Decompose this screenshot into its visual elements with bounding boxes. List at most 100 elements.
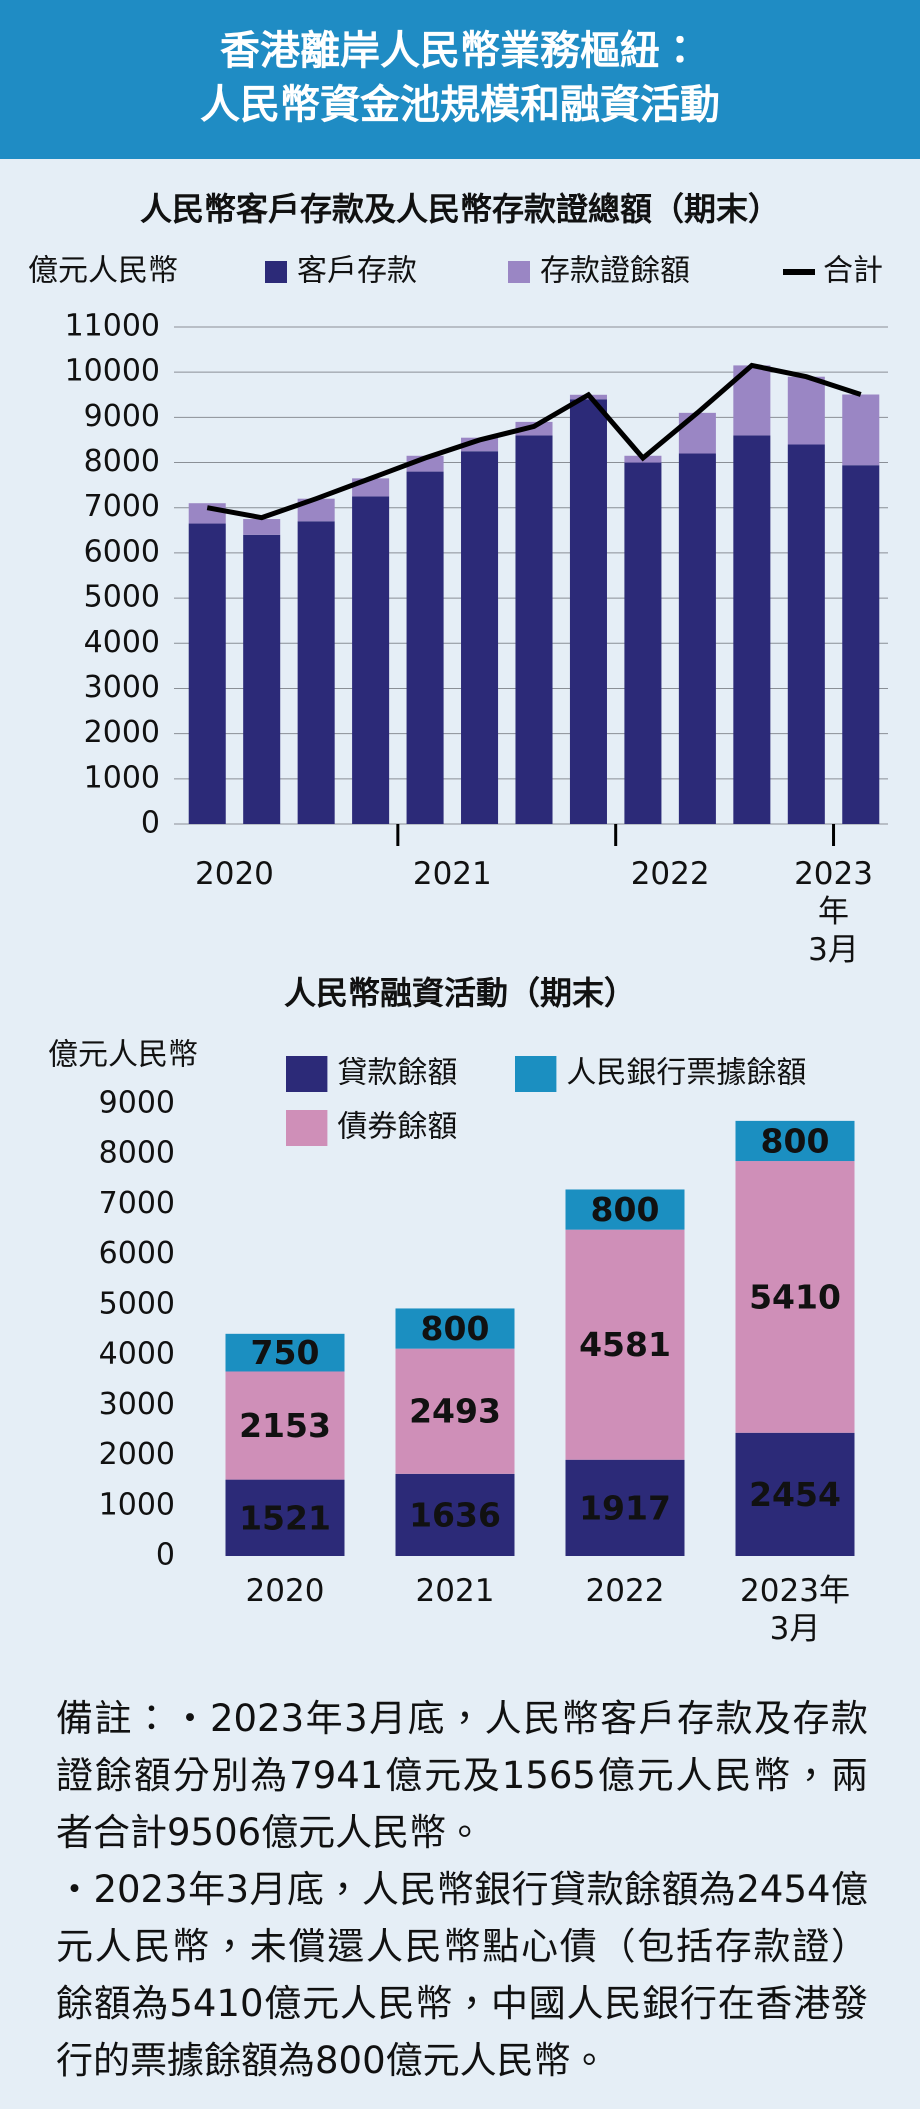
data-label: 4581 (579, 1325, 671, 1364)
data-label: 1521 (239, 1498, 331, 1537)
x-tick-label: 2021 (415, 1573, 495, 1609)
bar-segment (395, 1473, 515, 1556)
chart-title: 人民幣融資活動（期末） (284, 974, 636, 1012)
y-tick-label: 2000 (84, 715, 160, 750)
legend-swatch (286, 1110, 328, 1146)
y-tick-label: 6000 (99, 1236, 175, 1271)
x-tick-label: 2020 (245, 1573, 325, 1609)
x-tick-label: 2021 (412, 856, 492, 892)
total-line (206, 362, 862, 521)
data-label: 1917 (579, 1488, 671, 1527)
data-label: 2454 (749, 1475, 841, 1514)
legend-label: 客戶存款 (297, 254, 417, 289)
x-tick-label: 2023年 3月 (794, 856, 873, 968)
y-tick-label: 3000 (99, 1387, 175, 1422)
note: ・2023年3月底，人民幣銀行貸款餘額為2454億元人民幣，未償還人民幣點心債（… (56, 1861, 868, 2089)
y-tick-label: 1000 (84, 760, 160, 795)
y-tick-label: 10000 (65, 354, 160, 389)
chart-title: 人民幣客戶存款及人民幣存款證總額（期末） (140, 190, 780, 228)
bar-segment (678, 412, 716, 454)
bar-segment (243, 534, 281, 824)
y-tick-label: 5000 (99, 1286, 175, 1321)
y-tick-label: 7000 (84, 489, 160, 524)
bar-segment (395, 1308, 515, 1349)
y-tick-label: 11000 (65, 309, 160, 344)
notes: 備註：・2023年3月底，人民幣客戶存款及存款證餘額分別為7941億元及1565… (56, 1690, 868, 2089)
bar-segment (225, 1479, 345, 1556)
header-title: 香港離岸人民幣業務樞紐： (220, 28, 700, 74)
unit-label: 億元人民幣 (28, 254, 178, 289)
bar-segment (225, 1333, 345, 1372)
note: 備註：・2023年3月底，人民幣客戶存款及存款證餘額分別為7941億元及1565… (56, 1690, 868, 1861)
y-tick-label: 6000 (84, 534, 160, 569)
note-text: ・2023年3月底，人民幣客戶存款及存款證餘額分別為7941億元及1565億元人… (56, 1697, 868, 1854)
data-label: 750 (251, 1333, 320, 1372)
unit-label: 億元人民幣 (48, 1038, 198, 1073)
bar-segment (352, 496, 390, 824)
bar-segment (461, 451, 499, 824)
y-tick-label: 5000 (84, 580, 160, 615)
bar-segment (735, 1120, 855, 1162)
note-text: ・2023年3月底，人民幣銀行貸款餘額為2454億元人民幣，未償還人民幣點心債（… (56, 1868, 868, 2082)
y-tick-label: 8000 (84, 444, 160, 479)
y-tick-label: 9000 (99, 1086, 175, 1121)
y-tick-label: 4000 (84, 625, 160, 660)
y-tick-label: 1000 (99, 1487, 175, 1522)
notes-label: 備註： (56, 1697, 172, 1740)
y-tick-label: 0 (141, 806, 160, 841)
bar-segment (624, 462, 662, 824)
bar-segment (842, 465, 880, 824)
legend-swatch (508, 261, 530, 283)
legend-label: 合計 (823, 254, 883, 289)
bar-segment (225, 1371, 345, 1480)
data-label: 800 (591, 1190, 660, 1229)
bar-segment (243, 519, 281, 535)
legend-swatch (286, 1056, 328, 1092)
data-label: 800 (421, 1309, 490, 1348)
bar-segment (297, 521, 335, 824)
data-label: 5410 (749, 1277, 841, 1316)
data-label: 800 (761, 1121, 830, 1160)
data-label: 2493 (409, 1392, 501, 1431)
bar-segment (565, 1189, 685, 1230)
y-tick-label: 0 (156, 1538, 175, 1573)
bar-segment (787, 376, 825, 445)
legend-label: 存款證餘額 (540, 254, 690, 289)
legend-label: 人民銀行票據餘額 (566, 1056, 806, 1091)
legend-swatch (265, 261, 287, 283)
y-tick-label: 2000 (99, 1437, 175, 1472)
legend-label: 債券餘額 (337, 1110, 457, 1145)
y-tick-label: 9000 (84, 399, 160, 434)
x-tick-label: 2022 (630, 856, 710, 892)
x-tick-label: 2020 (195, 856, 274, 892)
bar-segment (565, 1229, 685, 1460)
y-tick-label: 4000 (99, 1337, 175, 1372)
bar-segment (787, 444, 825, 824)
bar-segment (678, 453, 716, 824)
bar-segment (188, 523, 226, 824)
bar-segment (395, 1348, 515, 1474)
bar-segment (735, 1161, 855, 1433)
x-tick-label: 2023年 3月 (740, 1573, 850, 1647)
bar-segment (842, 394, 880, 466)
x-tick-label: 2022 (585, 1573, 665, 1609)
bar-segment (406, 471, 444, 824)
bar-segment (188, 503, 226, 524)
bar-segment (565, 1459, 685, 1556)
data-label: 1636 (409, 1495, 501, 1534)
data-label: 2153 (239, 1406, 331, 1445)
header: 香港離岸人民幣業務樞紐： 人民幣資金池規模和融資活動 (0, 0, 920, 159)
y-tick-label: 8000 (99, 1136, 175, 1171)
y-tick-label: 3000 (84, 670, 160, 705)
bar-segment (569, 399, 607, 824)
legend-label: 貸款餘額 (337, 1056, 457, 1091)
header-title: 人民幣資金池規模和融資活動 (200, 82, 720, 128)
legend-swatch (515, 1056, 557, 1092)
bar-segment (733, 435, 771, 824)
bar-segment (735, 1432, 855, 1556)
y-tick-label: 7000 (99, 1186, 175, 1221)
bar-segment (515, 435, 553, 824)
